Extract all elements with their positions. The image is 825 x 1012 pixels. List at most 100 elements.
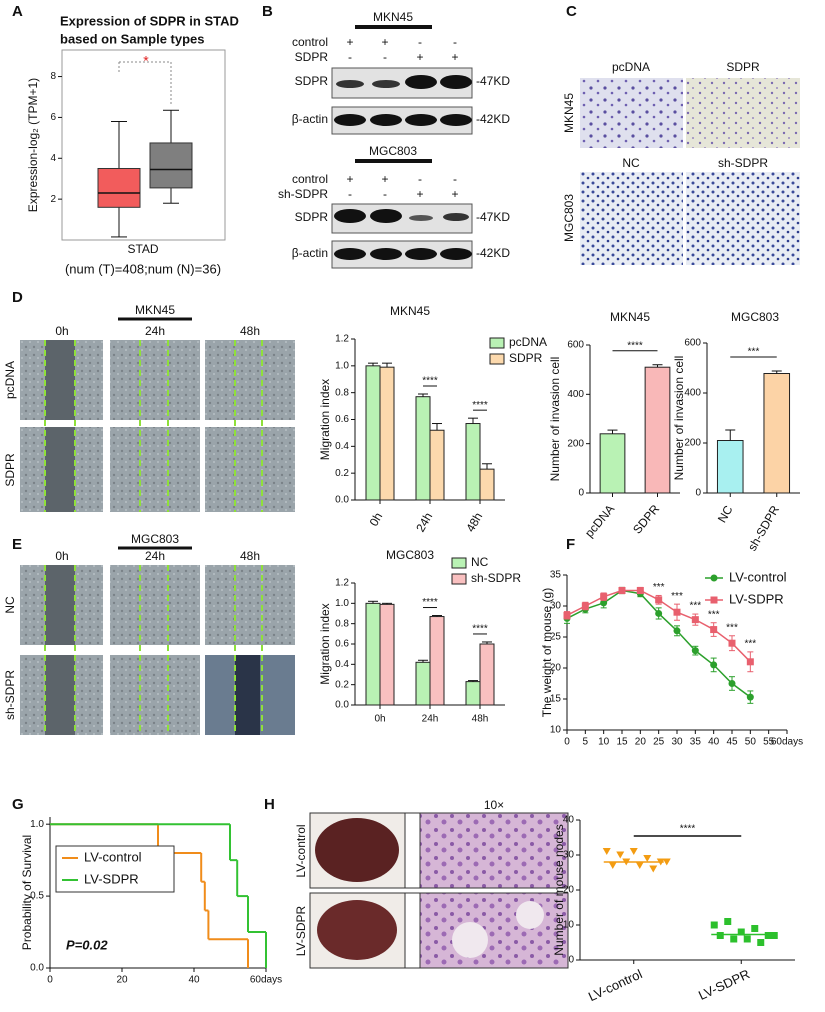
y-tick-label: 400 [567, 389, 584, 400]
cell-line: MGC803 [369, 144, 417, 158]
x-tick-label: 20 [116, 975, 128, 986]
chart-title: MGC803 [386, 548, 434, 562]
point [662, 858, 671, 866]
sign: - [383, 50, 387, 64]
bar [429, 616, 445, 706]
panel-label: E [12, 536, 22, 553]
point [673, 608, 681, 616]
x-tick-label: 20 [635, 737, 647, 748]
annotation: **** [627, 340, 643, 351]
time-label: 24h [145, 324, 165, 338]
annotation: *** [708, 609, 720, 620]
annotation: * [143, 53, 149, 69]
annotation: *** [653, 582, 665, 593]
time-label: 48h [240, 549, 260, 563]
x-tick-label: sh-SDPR [745, 503, 782, 554]
band-size: -42KD [476, 246, 510, 260]
point [655, 609, 663, 617]
x-tick-label: 48h [463, 510, 485, 534]
annotation: **** [472, 400, 488, 411]
x-tick-label: 15 [616, 737, 628, 748]
bar [465, 681, 481, 706]
point [655, 596, 663, 604]
band-size: -42KD [476, 112, 510, 126]
annotation: **** [680, 824, 696, 835]
band-size: -47KD [476, 74, 510, 88]
note: (num (T)=408;num (N)=36) [65, 261, 221, 276]
sign: + [416, 187, 423, 201]
point [728, 639, 736, 647]
chart-title: MKN45 [610, 310, 650, 324]
sign: + [381, 172, 388, 186]
legend-swatch [451, 557, 467, 569]
point [743, 935, 751, 943]
point [600, 599, 608, 607]
y-tick-label: 2 [50, 194, 56, 205]
x-tick-label: 35 [690, 737, 702, 748]
bar [429, 429, 445, 501]
y-tick-label: 0 [578, 488, 584, 499]
y-tick-label: 1.2 [335, 334, 349, 345]
panel-label: H [264, 796, 275, 813]
sign: + [381, 35, 388, 49]
point [618, 587, 626, 594]
point [764, 932, 772, 939]
box [149, 142, 193, 189]
bar [415, 396, 431, 501]
chart-title: MGC803 [731, 310, 779, 324]
point [691, 616, 699, 624]
y-tick-label: 40 [563, 815, 575, 826]
sign: - [453, 35, 457, 49]
point [649, 865, 658, 873]
y-tick-label: 0.4 [335, 659, 349, 670]
condition: sh-SDPR [278, 187, 328, 201]
x-tick-label: LV-control [586, 966, 645, 1004]
panel-label: G [12, 796, 24, 813]
point [757, 939, 765, 946]
y-tick-label: 30 [550, 601, 562, 612]
bar [465, 423, 481, 501]
x-tick-label: 60days [771, 737, 803, 748]
row-label: sh-SDPR [3, 670, 17, 720]
point [716, 932, 724, 939]
condition: control [292, 172, 328, 186]
y-tick-label: 0.8 [335, 387, 349, 398]
x-tick-label: 10 [598, 737, 610, 748]
y-axis-label: Migration index [318, 603, 332, 684]
point [710, 626, 718, 634]
point [636, 587, 644, 594]
annotation: *** [671, 591, 683, 602]
blot-layout [331, 25, 473, 269]
column-label: sh-SDPR [718, 156, 768, 170]
sign: - [348, 50, 352, 64]
band-size: -47KD [476, 210, 510, 224]
bar [479, 468, 495, 501]
x-tick-label: 30 [671, 737, 683, 748]
legend-label: pcDNA [509, 335, 547, 349]
y-tick-label: 0 [695, 488, 701, 499]
row-label: pcDNA [3, 361, 17, 399]
bar [599, 433, 626, 494]
sign: - [453, 172, 457, 186]
x-tick-label: 0h [374, 714, 385, 725]
x-tick-label: 24h [413, 510, 435, 534]
y-tick-label: 0.6 [335, 414, 349, 425]
panel-label: C [566, 3, 577, 20]
point [746, 693, 754, 701]
sign: + [416, 50, 423, 64]
point [635, 862, 644, 869]
panel-label: F [566, 536, 575, 553]
point [608, 862, 617, 869]
annotation: *** [744, 639, 756, 650]
condition: control [292, 35, 328, 49]
y-tick-label: 1.2 [335, 578, 349, 589]
annotation: P=0.02 [66, 937, 108, 952]
y-tick-label: 0 [568, 955, 574, 966]
point [710, 661, 718, 669]
point [751, 925, 759, 932]
column-label: SDPR [726, 60, 760, 74]
x-tick-label: 60days [250, 975, 282, 986]
x-tick-label: LV-SDPR [696, 966, 752, 1003]
y-tick-label: 0.2 [335, 679, 349, 690]
y-tick-label: 0.0 [30, 963, 44, 974]
